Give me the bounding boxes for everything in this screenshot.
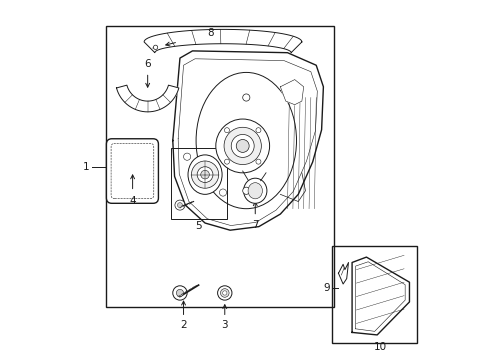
Circle shape	[242, 187, 249, 194]
Bar	[171, 148, 226, 220]
Circle shape	[177, 203, 182, 208]
Circle shape	[197, 167, 212, 183]
Text: 9: 9	[323, 283, 329, 293]
Circle shape	[242, 94, 249, 101]
Polygon shape	[144, 30, 301, 53]
Circle shape	[224, 128, 229, 133]
Text: 7: 7	[251, 220, 258, 230]
Text: 8: 8	[207, 28, 213, 39]
Ellipse shape	[243, 178, 266, 203]
Bar	[106, 26, 333, 307]
Polygon shape	[338, 262, 348, 284]
Circle shape	[191, 161, 218, 188]
Circle shape	[224, 127, 261, 165]
Text: 10: 10	[373, 342, 386, 352]
Ellipse shape	[247, 183, 262, 199]
Circle shape	[215, 119, 269, 173]
Text: 4: 4	[129, 196, 136, 206]
Circle shape	[224, 159, 229, 164]
Circle shape	[201, 170, 209, 179]
FancyBboxPatch shape	[106, 139, 158, 203]
Circle shape	[183, 153, 190, 160]
Circle shape	[217, 286, 231, 300]
Text: 2: 2	[180, 320, 186, 330]
Circle shape	[255, 159, 261, 164]
Bar	[332, 246, 416, 343]
Text: 5: 5	[195, 221, 202, 231]
Circle shape	[231, 134, 254, 157]
Circle shape	[172, 286, 187, 300]
Text: 1: 1	[83, 162, 89, 172]
Polygon shape	[116, 85, 179, 112]
Circle shape	[176, 289, 183, 297]
Text: 6: 6	[144, 59, 151, 69]
Text: 3: 3	[221, 320, 227, 330]
Circle shape	[153, 45, 158, 49]
Circle shape	[219, 189, 226, 196]
Circle shape	[222, 291, 226, 295]
Circle shape	[175, 200, 184, 210]
Ellipse shape	[187, 155, 222, 194]
Polygon shape	[280, 80, 303, 105]
Circle shape	[220, 289, 228, 297]
Polygon shape	[351, 257, 408, 335]
Circle shape	[255, 128, 261, 133]
Polygon shape	[172, 51, 323, 230]
Circle shape	[236, 139, 249, 152]
